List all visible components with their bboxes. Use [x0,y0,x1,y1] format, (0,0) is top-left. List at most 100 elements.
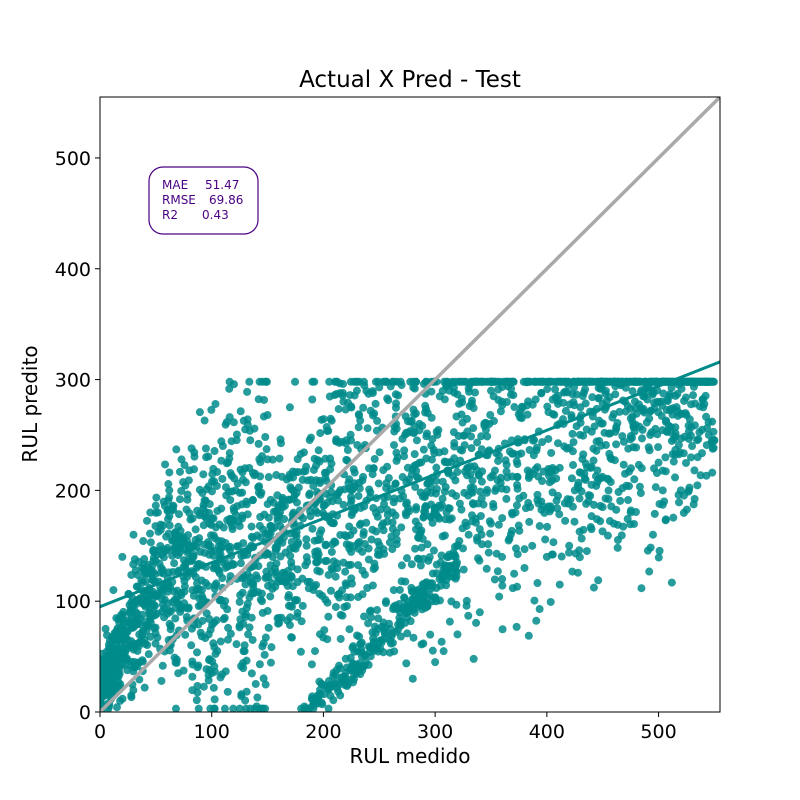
scatter-point [346,664,355,673]
scatter-point [236,407,245,416]
scatter-point [486,519,495,528]
scatter-point [589,456,598,465]
scatter-point [345,625,354,634]
scatter-point [416,561,425,570]
scatter-point [619,460,628,469]
scatter-point [256,490,265,499]
scatter-point [243,550,252,559]
scatter-point [450,454,459,463]
scatter-point [253,693,262,702]
scatter-point [336,634,345,643]
scatter-point [255,660,264,669]
scatter-point [209,464,218,473]
scatter-point [395,613,404,622]
scatter-point [701,377,710,386]
scatter-point [671,423,680,432]
scatter-point [163,506,172,515]
scatter-point [369,647,378,656]
scatter-point [608,413,617,422]
scatter-point [628,412,637,421]
scatter-point [411,544,420,553]
scatter-point [412,377,421,386]
scatter-point [187,624,196,633]
scatter-point [262,445,271,454]
scatter-point [654,443,663,452]
stats-mae-value: 51.47 [205,178,239,192]
scatter-point [117,635,126,644]
scatter-point [460,431,469,440]
scatter-point [116,696,125,705]
scatter-point [201,444,210,453]
scatter-point [598,527,607,536]
scatter-point [308,395,317,404]
scatter-point [460,488,469,497]
scatter-point [484,548,493,557]
scatter-point [419,512,428,521]
scatter-point [576,418,585,427]
scatter-point [381,597,390,606]
scatter-point [377,635,386,644]
scatter-point [355,484,364,493]
scatter-point [701,391,710,400]
scatter-point [235,522,244,531]
scatter-point [458,524,467,533]
scatter-point [710,436,719,445]
y-tick-label: 500 [55,148,91,170]
scatter-point [486,529,495,538]
scatter-point [240,647,249,656]
scatter-point [675,498,684,507]
scatter-point [535,522,544,531]
scatter-point [576,468,585,477]
scatter-point [575,494,584,503]
scatter-point [250,424,259,433]
scatter-point [236,559,245,568]
scatter-point [202,453,211,462]
scatter-point [134,557,143,566]
scatter-point [293,608,302,617]
scatter-point [227,487,236,496]
scatter-point [251,469,260,478]
scatter-point [636,489,645,498]
scatter-point [113,664,122,673]
scatter-point [477,432,486,441]
scatter-point [302,553,311,562]
scatter-point [417,601,426,610]
scatter-point [412,436,421,445]
scatter-point [596,517,605,526]
scatter-point [391,480,400,489]
scatter-point [321,454,330,463]
scatter-point [111,658,120,667]
scatter-point [218,474,227,483]
scatter-point [612,505,621,514]
scatter-point [455,377,464,386]
scatter-point [535,605,544,614]
scatter-point [462,601,471,610]
scatter-point [306,512,315,521]
scatter-point [402,500,411,509]
scatter-point [216,542,225,551]
scatter-point [192,586,201,595]
scatter-point [429,546,438,555]
scatter-point [208,657,217,666]
scatter-point [321,540,330,549]
scatter-point [146,508,155,517]
scatter-point [403,602,412,611]
scatter-point [515,494,524,503]
scatter-point [275,454,284,463]
stats-rmse-value: 69.86 [209,193,243,207]
scatter-point [128,623,137,632]
scatter-point [693,436,702,445]
scatter-point [374,546,383,555]
scatter-point [674,441,683,450]
scatter-point [473,438,482,447]
scatter-point [346,593,355,602]
scatter-point [325,676,334,685]
scatter-point [235,597,244,606]
scatter-point [242,500,251,509]
scatter-point [343,446,352,455]
scatter-point [525,445,534,454]
scatter-point [565,548,574,557]
scatter-point [207,487,216,496]
scatter-point [151,639,160,648]
scatter-point [434,426,443,435]
